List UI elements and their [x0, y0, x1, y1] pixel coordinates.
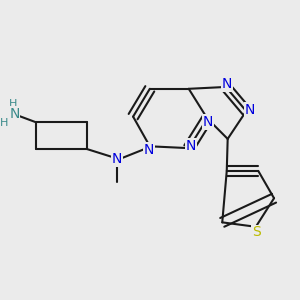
Text: H: H: [0, 118, 9, 128]
Text: N: N: [186, 139, 196, 153]
Text: N: N: [143, 143, 154, 157]
Text: N: N: [10, 107, 20, 121]
Text: N: N: [203, 115, 213, 129]
Text: S: S: [252, 225, 261, 239]
Text: N: N: [112, 152, 122, 166]
Text: N: N: [245, 103, 255, 117]
Text: H: H: [9, 100, 17, 110]
Text: N: N: [221, 77, 232, 91]
